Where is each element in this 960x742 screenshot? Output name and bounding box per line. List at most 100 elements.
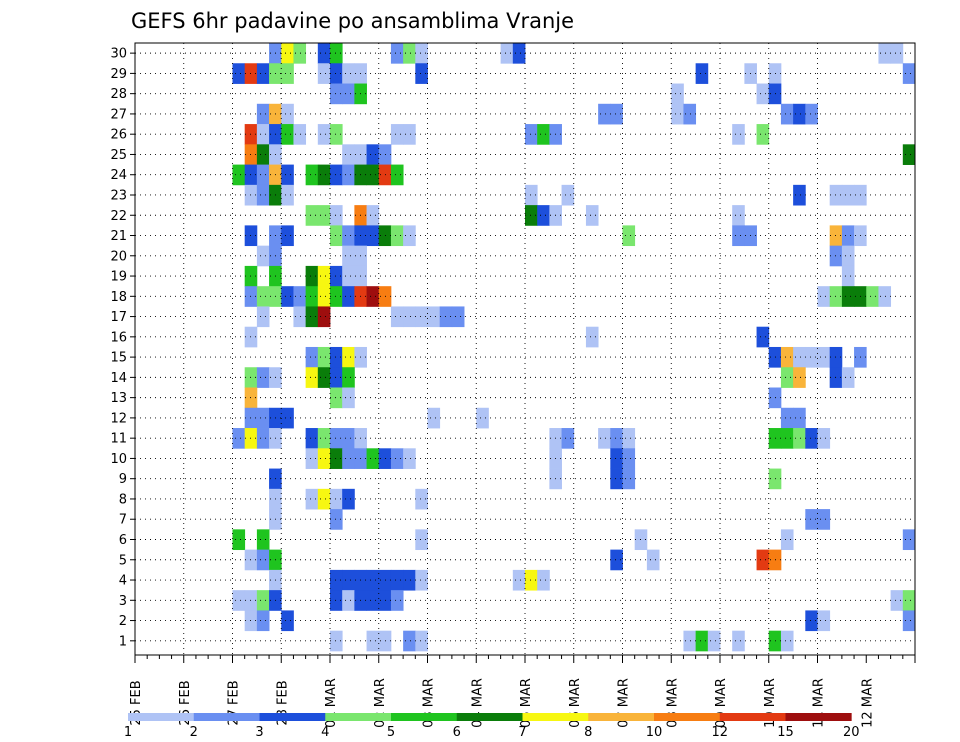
colorbar: 1 2 3 4 5 6 7 8 10 12 15 20 (124, 713, 860, 740)
heatmap-cell (293, 306, 307, 328)
heatmap-cell (330, 63, 343, 84)
heatmap-cell (878, 43, 892, 64)
heatmap-cell (366, 448, 380, 469)
heatmap-cell (476, 407, 489, 429)
heatmap-cell (317, 448, 331, 469)
heatmap-cell (817, 610, 831, 632)
y-tick-label: 11 (110, 432, 127, 447)
heatmap-cell (780, 630, 794, 652)
colorbar-label: 8 (584, 725, 592, 740)
heatmap-cell (585, 326, 599, 348)
heatmap-cell (366, 225, 380, 247)
heatmap-cell (342, 387, 355, 409)
y-tick-label: 25 (110, 148, 127, 163)
heatmap-cell (525, 184, 538, 206)
colorbar-swatch (588, 713, 655, 721)
heatmap-cell (342, 225, 355, 247)
heatmap-cell (390, 124, 404, 145)
colorbar-swatch (719, 713, 786, 721)
heatmap-cell (281, 407, 294, 429)
heatmap-cell (671, 103, 684, 125)
heatmap-cell (330, 164, 343, 186)
y-tick-label: 29 (110, 67, 127, 82)
y-tick-label: 4 (119, 574, 127, 589)
heatmap-cell (232, 164, 246, 186)
heatmap-cell (780, 103, 794, 125)
heatmap-cell (780, 407, 794, 429)
y-tick-label: 19 (110, 270, 127, 285)
heatmap-cell (342, 590, 355, 611)
heatmap-cell (330, 387, 343, 409)
heatmap-cell (622, 468, 636, 490)
heatmap-cell (317, 286, 331, 307)
heatmap-cell (427, 306, 441, 328)
heatmap-cell (561, 428, 575, 449)
heatmap-cell (610, 428, 623, 449)
heatmap-cell (902, 529, 916, 551)
heatmap-cell (780, 529, 794, 551)
heatmap-cell (902, 610, 916, 632)
heatmap-cell (232, 529, 246, 551)
heatmap-cell (610, 448, 623, 469)
heatmap-cell (878, 286, 892, 307)
heatmap-cell (330, 590, 343, 611)
colorbar-swatch (193, 713, 260, 721)
heatmap-cell (890, 590, 904, 611)
heatmap-cell (561, 184, 575, 206)
heatmap-cell (330, 83, 343, 105)
x-tick-label: 12 MAR (860, 678, 875, 728)
grid-lines (135, 43, 915, 655)
y-tick-label: 22 (110, 209, 127, 224)
heatmap-cell (390, 225, 404, 247)
heatmap-cell (330, 448, 343, 469)
heatmap-cell (902, 63, 916, 84)
heatmap-cell (342, 164, 355, 186)
heatmap-cell (780, 367, 794, 388)
heatmap-cell (415, 306, 428, 328)
y-tick-label: 9 (119, 472, 127, 487)
heatmap-cell (330, 367, 343, 388)
y-tick-label: 5 (119, 553, 127, 568)
heatmap-cell (525, 569, 538, 591)
heatmap-cell (317, 124, 331, 145)
heatmap-cell (256, 184, 270, 206)
heatmap-cell (390, 448, 404, 469)
heatmap-cell (232, 428, 246, 449)
colorbar-label: 7 (518, 725, 526, 740)
heatmap-cell (756, 326, 770, 348)
colorbar-label: 6 (453, 725, 461, 740)
y-tick-label: 26 (110, 128, 127, 143)
heatmap-cell (780, 428, 794, 449)
y-tick-label: 28 (110, 87, 127, 102)
heatmap-cell (317, 488, 331, 510)
colorbar-swatch (654, 713, 721, 721)
heatmap-cell (902, 590, 916, 611)
heatmap-cell (537, 124, 550, 145)
heatmap-cell (805, 428, 818, 449)
colorbar-swatch (456, 713, 523, 721)
heatmap-cell (281, 225, 294, 247)
heatmap-cell (256, 549, 270, 571)
heatmap-cell (622, 428, 636, 449)
heatmap-cell (366, 205, 380, 226)
colorbar-label: 15 (777, 725, 794, 740)
y-tick-label: 10 (110, 452, 127, 467)
heatmap-cell (256, 590, 270, 611)
heatmap-cell (403, 569, 416, 591)
heatmap-cell (342, 63, 355, 84)
heatmap-cell (622, 225, 636, 247)
y-tick-label: 13 (110, 391, 127, 406)
heatmap-cell (793, 103, 806, 125)
heatmap-cell (902, 144, 916, 165)
heatmap-cell (330, 124, 343, 145)
heatmap-cell (817, 286, 831, 307)
heatmap-cell (841, 265, 855, 287)
y-tick-label: 14 (110, 371, 127, 386)
heatmap-cell (256, 103, 270, 125)
heatmap-cell (317, 367, 331, 388)
heatmap-cell (841, 184, 855, 206)
heatmap-cell (256, 164, 270, 186)
heatmap-cell (256, 286, 270, 307)
heatmap-cell (305, 306, 319, 328)
heatmap-cell (610, 103, 623, 125)
